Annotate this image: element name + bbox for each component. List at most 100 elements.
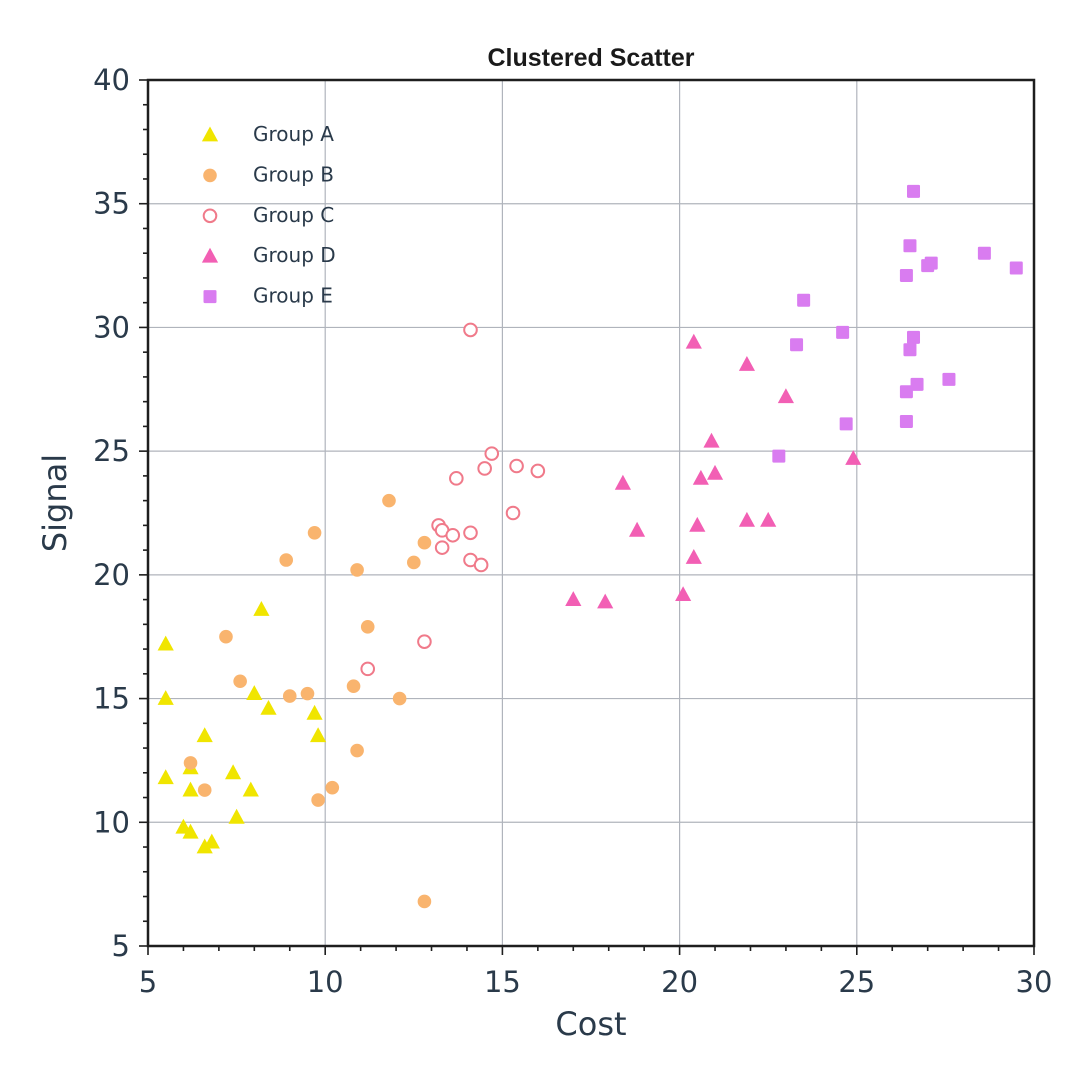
group-e-point xyxy=(977,246,991,260)
group-c-point xyxy=(530,463,546,479)
group-c-point xyxy=(463,525,478,541)
group-d-point xyxy=(707,464,724,480)
x-tick-label: 10 xyxy=(307,965,344,999)
y-tick-label: 25 xyxy=(93,434,130,468)
group-e-point xyxy=(1009,261,1023,275)
legend-marker-group-a xyxy=(201,126,219,142)
group-a-point xyxy=(260,700,277,715)
group-a-point xyxy=(253,601,270,616)
group-c-point xyxy=(417,634,432,649)
group-d-point xyxy=(614,474,631,490)
y-axis-label: Signal xyxy=(36,454,74,552)
x-tick-label: 15 xyxy=(484,965,521,999)
legend-marker-group-c xyxy=(202,208,218,224)
group-a-point xyxy=(246,685,263,700)
group-e-point xyxy=(907,330,921,344)
legend-label-group-c: Group C xyxy=(253,203,334,227)
group-d-point xyxy=(565,591,582,606)
group-b-point xyxy=(407,555,421,570)
group-c-point xyxy=(505,505,521,521)
group-b-point xyxy=(311,793,325,807)
group-e-point xyxy=(924,256,938,270)
y-tick-label: 35 xyxy=(93,187,130,221)
group-a-point xyxy=(242,781,259,797)
group-a-point xyxy=(228,808,245,824)
legend: Group A Group B Group C Group D Group E xyxy=(201,122,336,308)
group-e-point xyxy=(839,417,853,431)
group-a-point xyxy=(157,769,174,785)
group-c-point xyxy=(484,446,500,461)
group-b-point xyxy=(350,563,364,577)
group-d-point xyxy=(597,593,614,609)
group-a-point xyxy=(182,823,199,839)
y-tick-label: 40 xyxy=(93,63,130,97)
group-c-point xyxy=(509,458,524,474)
y-tick-label: 20 xyxy=(93,558,130,592)
y-tick-label: 30 xyxy=(93,310,130,344)
group-d-point xyxy=(738,511,755,527)
group-b-point xyxy=(282,689,297,703)
x-tick-label: 25 xyxy=(838,965,875,999)
group-b-point xyxy=(183,756,198,770)
group-e-point xyxy=(903,343,917,357)
x-tick-label: 30 xyxy=(1016,965,1053,999)
group-c-point xyxy=(449,471,464,486)
group-b-point xyxy=(417,535,432,550)
group-a-point xyxy=(157,635,174,651)
tick-labels: 5 10 15 20 25 30 5 10 15 20 25 30 35 40 xyxy=(93,63,1052,999)
group-c-point xyxy=(445,527,461,543)
group-b-point xyxy=(279,553,294,567)
legend-marker-group-d xyxy=(201,247,219,263)
group-d-point xyxy=(685,549,702,564)
y-tick-label: 5 xyxy=(112,929,130,963)
group-d-point xyxy=(692,469,709,485)
plot-frame xyxy=(146,78,1036,948)
x-axis-label: Cost xyxy=(555,1005,626,1043)
group-d-point xyxy=(845,450,862,465)
group-b-point xyxy=(300,686,315,701)
group-d-point xyxy=(703,432,720,448)
legend-label-group-b: Group B xyxy=(253,162,334,186)
group-b-point xyxy=(325,780,340,795)
legend-label-group-d: Group D xyxy=(253,243,336,267)
legend-label-group-a: Group A xyxy=(253,122,334,146)
group-a-point xyxy=(306,704,323,720)
group-b-point xyxy=(307,525,322,540)
group-d-point xyxy=(629,521,646,537)
group-a-point xyxy=(157,690,174,705)
group-e-point xyxy=(772,449,786,463)
group-a-point xyxy=(182,781,199,797)
data-points xyxy=(157,184,1023,909)
axis-ticks xyxy=(139,79,1035,955)
legend-label-group-e: Group E xyxy=(253,284,333,308)
group-a-point xyxy=(203,833,220,849)
group-d-point xyxy=(777,388,794,404)
group-c-point xyxy=(477,461,492,476)
group-d-point xyxy=(760,511,777,527)
group-e-point xyxy=(790,338,804,352)
group-c-point xyxy=(360,661,376,677)
group-b-point xyxy=(233,674,247,689)
group-a-point xyxy=(196,838,213,854)
group-b-point xyxy=(360,620,375,634)
group-d-point xyxy=(689,516,706,532)
group-e-point xyxy=(899,385,913,399)
group-c-point xyxy=(463,322,478,338)
group-b-point xyxy=(219,629,233,644)
y-tick-label: 15 xyxy=(93,682,130,716)
group-b-point xyxy=(392,691,407,706)
group-e-point xyxy=(942,372,956,386)
group-a-point xyxy=(225,764,242,780)
group-e-point xyxy=(899,414,913,428)
group-b-point xyxy=(197,783,212,797)
group-e-point xyxy=(910,377,924,391)
group-e-point xyxy=(903,239,917,253)
group-e-point xyxy=(899,268,913,282)
x-tick-label: 5 xyxy=(139,965,157,999)
group-b-point xyxy=(346,679,361,693)
group-c-point xyxy=(473,557,489,573)
group-d-point xyxy=(675,586,692,601)
chart-title: Clustered Scatter xyxy=(487,44,694,72)
group-e-point xyxy=(797,293,811,307)
